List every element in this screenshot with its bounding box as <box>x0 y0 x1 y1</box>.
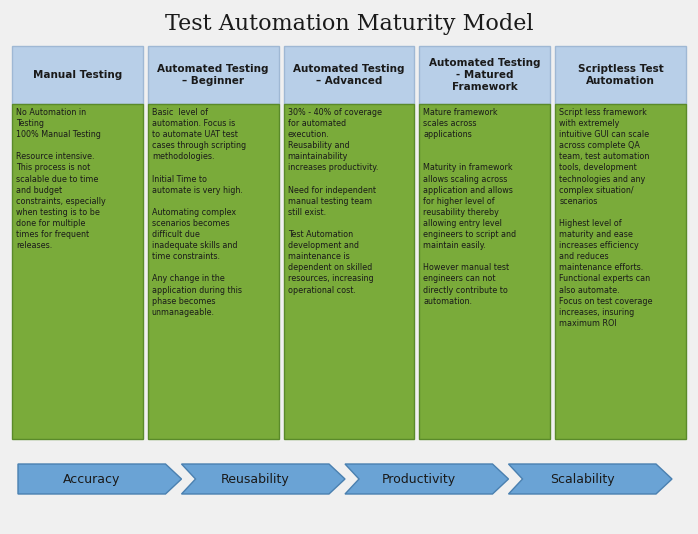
FancyBboxPatch shape <box>283 46 415 104</box>
Text: Script less framework
with extremely
intuitive GUI can scale
across complete QA
: Script less framework with extremely int… <box>559 108 653 328</box>
FancyBboxPatch shape <box>419 46 550 104</box>
Text: Manual Testing: Manual Testing <box>33 70 122 80</box>
Text: 30% - 40% of coverage
for automated
execution.
Reusability and
maintainability
i: 30% - 40% of coverage for automated exec… <box>288 108 382 295</box>
Text: Scalability: Scalability <box>550 473 614 485</box>
Text: Mature framework
scales across
applications


Maturity in framework
allows scali: Mature framework scales across applicati… <box>424 108 517 305</box>
Text: Test Automation Maturity Model: Test Automation Maturity Model <box>165 13 533 35</box>
Text: Basic  level of
automation. Focus is
to automate UAT test
cases through scriptin: Basic level of automation. Focus is to a… <box>151 108 246 317</box>
FancyBboxPatch shape <box>148 46 279 104</box>
FancyBboxPatch shape <box>12 46 143 104</box>
Text: Reusability: Reusability <box>221 473 290 485</box>
Polygon shape <box>345 464 509 494</box>
FancyBboxPatch shape <box>12 104 143 439</box>
Polygon shape <box>181 464 345 494</box>
FancyBboxPatch shape <box>148 104 279 439</box>
FancyBboxPatch shape <box>555 104 686 439</box>
Text: Productivity: Productivity <box>382 473 456 485</box>
Polygon shape <box>18 464 181 494</box>
Text: Automated Testing
– Beginner: Automated Testing – Beginner <box>158 64 269 86</box>
FancyBboxPatch shape <box>283 104 415 439</box>
Text: No Automation in
Testing
100% Manual Testing

Resource intensive.
This process i: No Automation in Testing 100% Manual Tes… <box>16 108 106 250</box>
Text: Scriptless Test
Automation: Scriptless Test Automation <box>578 64 664 86</box>
Text: Accuracy: Accuracy <box>63 473 121 485</box>
FancyBboxPatch shape <box>419 104 550 439</box>
Text: Automated Testing
– Advanced: Automated Testing – Advanced <box>293 64 405 86</box>
FancyBboxPatch shape <box>555 46 686 104</box>
Text: Automated Testing
- Matured
Framework: Automated Testing - Matured Framework <box>429 58 540 92</box>
Polygon shape <box>509 464 672 494</box>
